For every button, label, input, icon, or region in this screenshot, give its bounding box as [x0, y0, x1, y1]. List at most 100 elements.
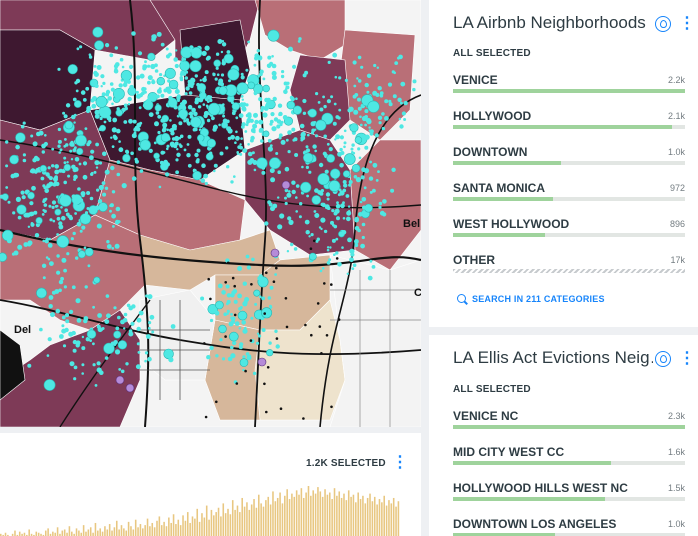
histogram-bar	[305, 492, 307, 536]
listing-point	[165, 54, 171, 59]
listing-point	[319, 107, 324, 112]
widget-menu-icon[interactable]: ⋮	[679, 350, 695, 367]
category-bar-fill	[453, 425, 685, 429]
listing-point	[214, 310, 220, 316]
listing-point	[133, 127, 138, 132]
listing-point	[271, 70, 277, 76]
listing-point	[55, 308, 61, 314]
widget-menu-icon[interactable]: ⋮	[679, 15, 695, 32]
listing-point	[188, 112, 191, 116]
neighborhood-area[interactable]	[329, 254, 421, 427]
listing-point	[160, 150, 165, 155]
histogram-bar	[92, 532, 94, 536]
listing-point	[233, 284, 236, 288]
listing-point	[148, 106, 152, 110]
listing-point	[160, 42, 165, 47]
road	[0, 228, 421, 267]
listing-point	[304, 323, 307, 327]
listing-point	[169, 119, 172, 122]
listing-point	[74, 81, 78, 85]
listing-point	[94, 84, 99, 88]
listing-point	[95, 142, 99, 147]
histogram-bar	[125, 530, 128, 536]
histogram-bar	[257, 494, 260, 536]
category-row[interactable]: MID CITY WEST CC 1.6k	[453, 445, 685, 481]
listing-point	[162, 167, 165, 171]
listing-point	[223, 53, 234, 64]
info-drop-icon[interactable]	[655, 16, 671, 32]
listing-point	[173, 144, 178, 149]
histogram-bar	[222, 503, 225, 536]
histogram-bar	[317, 487, 319, 536]
listing-point	[138, 310, 144, 316]
category-row[interactable]: OTHER 17k	[453, 253, 685, 289]
category-row[interactable]: DOWNTOWN 1.0k	[453, 145, 685, 181]
histogram-bar	[227, 508, 229, 536]
info-drop-icon[interactable]	[655, 351, 671, 367]
listing-point	[63, 144, 67, 148]
listing-point	[215, 300, 224, 310]
listing-point	[186, 153, 191, 158]
listing-point	[221, 42, 227, 47]
listing-point	[337, 262, 342, 267]
category-row[interactable]: VENICE NC 2.3k	[453, 409, 685, 445]
listing-point	[167, 79, 171, 83]
histogram-bar	[395, 506, 397, 536]
listing-point	[306, 194, 309, 198]
listing-point	[179, 144, 183, 148]
listing-point	[292, 138, 296, 142]
category-row[interactable]: SANTA MONICA 972	[453, 181, 685, 217]
listing-point	[71, 114, 76, 120]
listing-point	[164, 67, 176, 79]
histogram-bar	[85, 531, 87, 536]
histogram-bar	[343, 493, 345, 536]
histogram-bar	[392, 497, 395, 536]
listing-point	[62, 344, 67, 348]
neighborhood-area[interactable]	[139, 289, 216, 381]
histogram-bar	[284, 495, 286, 536]
histogram-bar	[189, 522, 191, 536]
listing-point	[412, 87, 416, 92]
listing-point	[48, 237, 51, 241]
category-row[interactable]: DOWNTOWN LOS ANGELES 1.0k	[453, 517, 685, 536]
listing-point	[357, 97, 361, 102]
histogram-chart[interactable]	[0, 481, 400, 536]
map-view[interactable]: Bel C Del	[0, 0, 421, 427]
histogram-bar	[241, 497, 243, 536]
listing-point	[276, 119, 282, 124]
listing-point	[45, 256, 49, 259]
listing-point	[190, 77, 195, 82]
search-categories-link[interactable]: SEARCH IN 211 CATEGORIES	[457, 294, 605, 304]
listing-point	[147, 64, 151, 68]
listing-point	[43, 379, 56, 391]
listing-point	[173, 57, 178, 62]
listing-point	[215, 400, 218, 404]
listing-point	[226, 293, 232, 298]
listing-point	[96, 324, 101, 329]
listing-point	[87, 264, 91, 268]
listing-point	[182, 72, 187, 76]
listing-point	[42, 276, 46, 280]
listing-point	[309, 247, 313, 250]
listing-point	[304, 219, 310, 225]
listing-point	[263, 312, 267, 315]
listing-point	[34, 233, 40, 238]
listing-point	[129, 66, 133, 70]
listing-point	[125, 362, 129, 366]
category-row[interactable]: HOLLYWOOD HILLS WEST NC 1.5k	[453, 481, 685, 517]
category-row[interactable]: WEST HOLLYWOOD 896	[453, 217, 685, 253]
listing-point	[400, 81, 406, 87]
category-bar-fill	[453, 161, 561, 165]
category-row[interactable]: HOLLYWOOD 2.1k	[453, 109, 685, 145]
listing-point	[179, 134, 184, 139]
histogram-menu-icon[interactable]: ⋮	[392, 454, 408, 471]
category-row[interactable]: VENICE 2.2k	[453, 73, 685, 109]
listing-point	[263, 105, 269, 111]
map-canvas[interactable]: Bel C Del	[0, 0, 421, 427]
listing-point	[147, 80, 151, 85]
listing-point	[50, 312, 55, 318]
ocean-edge[interactable]	[0, 329, 26, 401]
histogram-bar	[328, 492, 331, 536]
histogram-bar	[94, 522, 97, 536]
